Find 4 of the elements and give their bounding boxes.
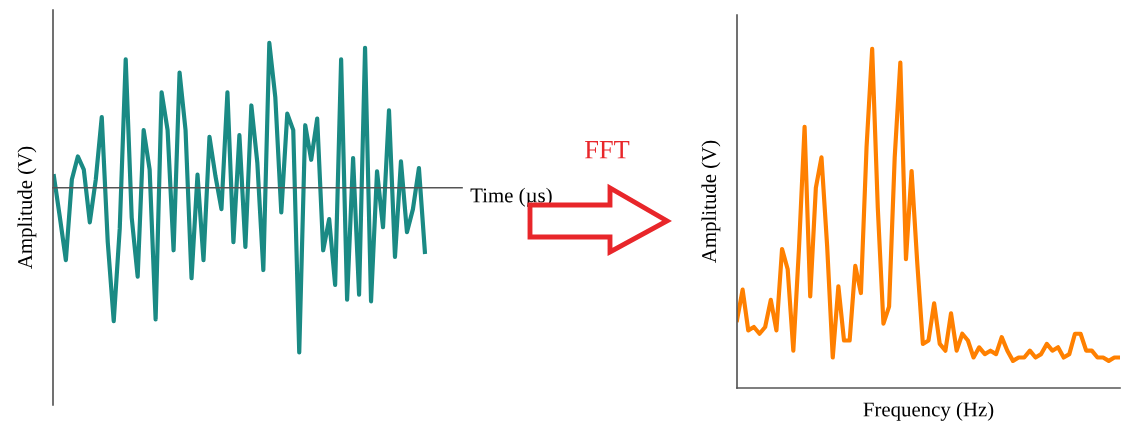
y-axis-title: Amplitude (V)	[17, 146, 37, 269]
x-axis-title: Frequency (Hz)	[863, 401, 994, 421]
text: FFT	[585, 141, 630, 159]
y-axis-title: Amplitude (V)	[701, 140, 721, 263]
